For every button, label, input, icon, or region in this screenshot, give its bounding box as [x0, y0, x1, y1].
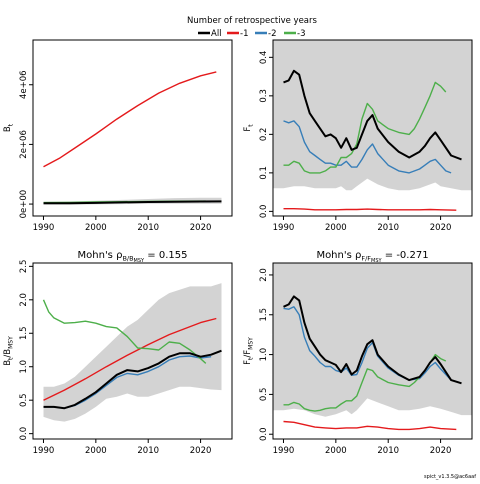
- panel-biomass: 1990 2000 2010 2020 0e+00 2e+06 4e+06 Bt: [3, 39, 233, 233]
- x-tick-label: 2010: [137, 223, 159, 233]
- x-tick-label: 2010: [377, 223, 399, 233]
- footer-version: spict_v1.3.5@ac6aaf: [424, 474, 476, 480]
- legend-label: -3: [297, 29, 305, 39]
- series-line--1: [283, 420, 457, 431]
- panel-fishing-mortality: 1990 2000 2010 2020 0.0 0.1 0.2 0.3 0.4 Ft: [243, 39, 473, 233]
- y-tick-label: 0.0: [19, 427, 29, 441]
- x-tick-label: 2000: [325, 446, 347, 456]
- y-tick-label: 2.0: [19, 293, 29, 307]
- plot-frame: [272, 262, 473, 440]
- plot-frame: [32, 262, 233, 440]
- legend-title: Number of retrospective years: [187, 16, 317, 26]
- y-tick-label: 1.5: [259, 308, 269, 322]
- panel-title: Mohn's ρF/FMSY = -0.271: [316, 250, 428, 264]
- x-tick-label: 2020: [190, 446, 212, 456]
- series-line-All: [43, 200, 222, 205]
- y-axis-label: Ft: [243, 124, 255, 132]
- series-line--2: [283, 120, 452, 174]
- y-tick-label: 1.0: [19, 360, 29, 374]
- x-tick-label: 2000: [325, 223, 347, 233]
- y-tick-label: 2.5: [19, 260, 29, 274]
- panel-relative-fishing-mortality: 1990 2000 2010 2020 0.0 0.5 1.0 1.5 2.0 Ft/FMSY Mo…: [243, 250, 473, 456]
- series-line--1: [43, 317, 217, 401]
- y-axis-label: Bt: [3, 123, 15, 132]
- plot-area: [42, 283, 222, 422]
- y-tick-label: 0.3: [259, 89, 269, 103]
- panel-title: Mohn's ρB/BMSY = 0.155: [78, 250, 188, 264]
- series-line--3: [42, 299, 207, 364]
- x-tick-label: 1990: [273, 446, 295, 456]
- plot-frame: [32, 39, 233, 217]
- y-tick-label: 2.0: [259, 268, 269, 282]
- x-tick-label: 2000: [85, 223, 107, 233]
- panel-relative-biomass: 1990 2000 2010 2020 0.0 0.5 1.0 1.5 2.0 2.5 Bt/BMS…: [3, 250, 233, 456]
- x-tick-label: 1990: [273, 223, 295, 233]
- y-tick-label: 0.5: [19, 393, 29, 407]
- y-tick-label: 0.1: [259, 166, 269, 180]
- y-tick-label: 1.0: [259, 348, 269, 362]
- y-tick-label: 0e+00: [19, 190, 29, 219]
- series-line-All: [283, 69, 462, 161]
- x-tick-label: 1990: [33, 446, 55, 456]
- y-tick-label: 0.0: [259, 205, 269, 219]
- y-tick-label: 1.5: [19, 327, 29, 341]
- legend: Number of retrospective years All -1 -2 …: [187, 16, 317, 39]
- y-axis-label: Bt/BMSY: [3, 336, 15, 366]
- x-tick-label: 2010: [377, 446, 399, 456]
- y-tick-label: 2e+06: [19, 130, 29, 159]
- y-tick-label: 0.5: [259, 388, 269, 402]
- plot-area: [273, 40, 472, 211]
- legend-item-minus1: -1: [227, 29, 248, 39]
- series-line--2: [283, 306, 452, 381]
- x-tick-label: 1990: [33, 223, 55, 233]
- x-tick-label: 2020: [430, 446, 452, 456]
- legend-item-minus3: -3: [284, 29, 305, 39]
- x-tick-label: 2020: [430, 223, 452, 233]
- y-axis-label: Ft/FMSY: [243, 337, 255, 365]
- legend-item-all: All: [198, 29, 222, 39]
- series-line--1: [283, 208, 457, 211]
- legend-label: -1: [240, 29, 248, 39]
- y-tick-label: 0.2: [259, 128, 269, 142]
- y-tick-label: 4e+06: [19, 70, 29, 99]
- x-tick-label: 2010: [137, 446, 159, 456]
- series-line-All: [43, 349, 222, 410]
- legend-label: -2: [268, 29, 276, 39]
- y-tick-label: 0.0: [259, 427, 269, 441]
- x-tick-label: 2000: [85, 446, 107, 456]
- legend-item-minus2: -2: [255, 29, 276, 39]
- y-tick-label: 0.4: [259, 51, 269, 65]
- plot-area: [43, 71, 222, 205]
- plot-area: [273, 263, 472, 431]
- legend-label: All: [211, 29, 222, 39]
- series-line-All: [283, 295, 462, 385]
- x-tick-label: 2020: [190, 223, 212, 233]
- series-line--1: [43, 71, 217, 168]
- series-line--3: [283, 81, 447, 174]
- plot-frame: [272, 39, 473, 217]
